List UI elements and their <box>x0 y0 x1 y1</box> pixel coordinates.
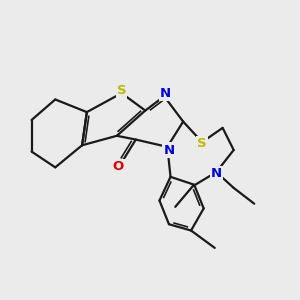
Text: N: N <box>211 167 222 180</box>
Text: S: S <box>117 84 126 98</box>
Text: N: N <box>160 87 171 100</box>
Text: N: N <box>164 143 175 157</box>
Text: O: O <box>113 160 124 173</box>
Text: S: S <box>197 137 207 150</box>
